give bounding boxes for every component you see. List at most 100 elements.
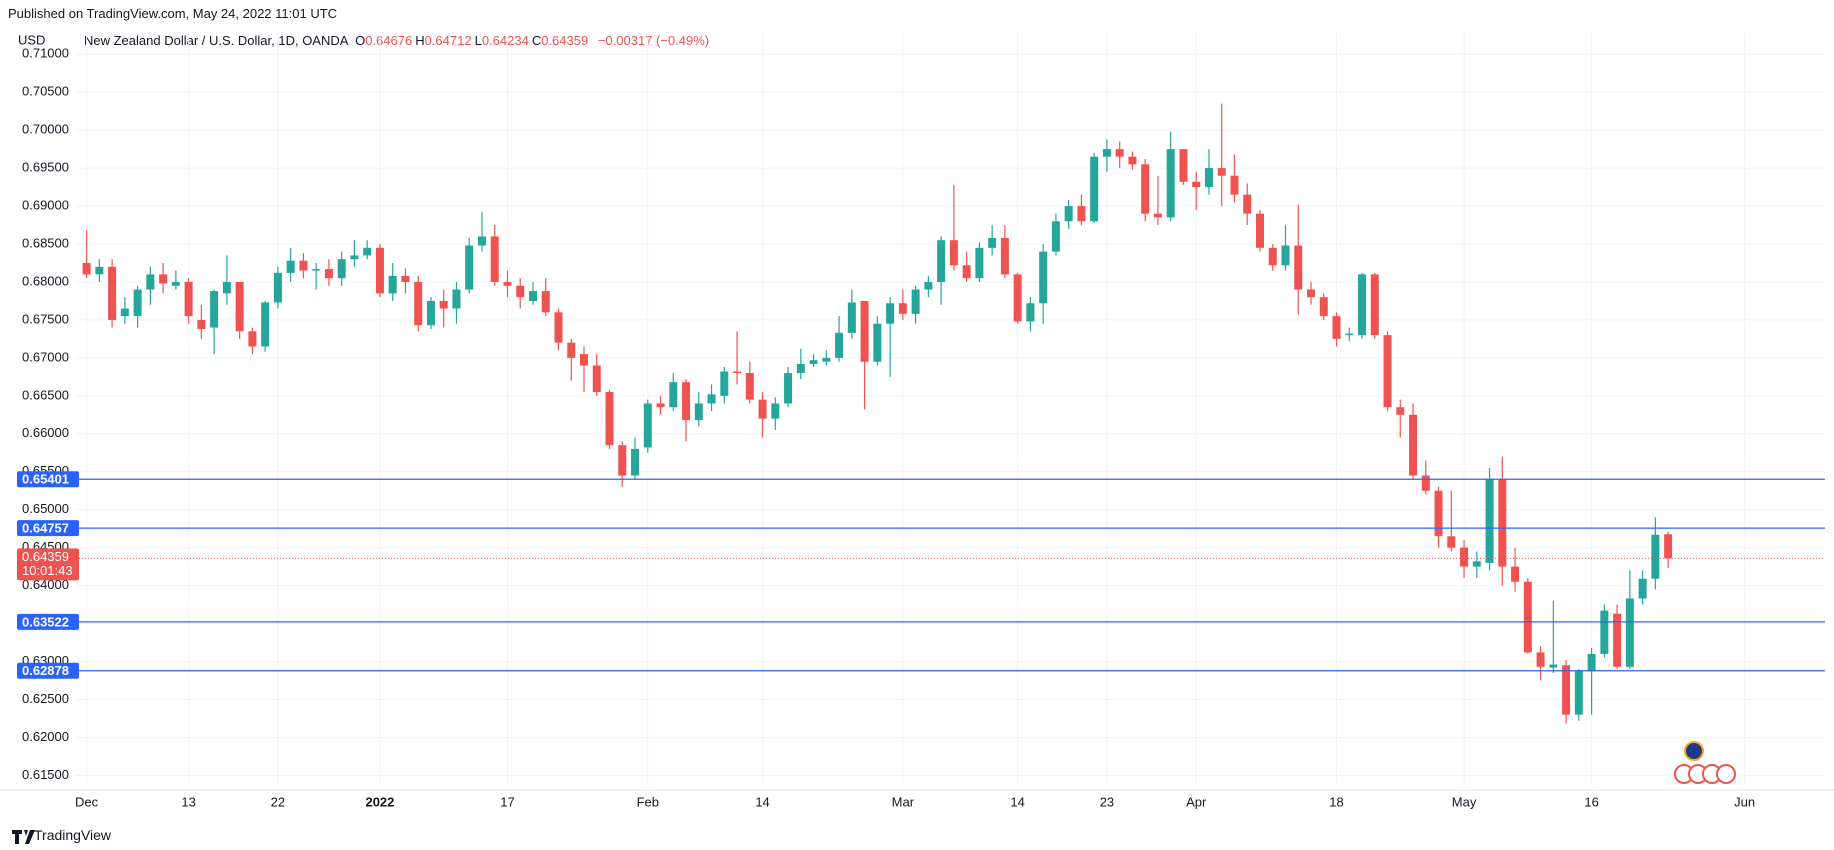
candle-body xyxy=(1485,479,1494,563)
candle-body xyxy=(477,236,486,246)
candle-body xyxy=(1511,566,1520,582)
candle-body xyxy=(414,281,423,326)
y-tick-label: 0.64000 xyxy=(22,577,69,592)
y-tick-label: 0.65000 xyxy=(22,501,69,516)
y-tick-label: 0.70000 xyxy=(22,122,69,137)
candle-body xyxy=(1153,213,1162,218)
candle-body xyxy=(1460,547,1469,567)
ohlc-value: 0.64676 xyxy=(365,33,413,48)
symbol: New Zealand Dollar / U.S. Dollar, 1D, OA… xyxy=(84,33,349,48)
candle-body xyxy=(197,319,206,330)
candle-body xyxy=(171,281,180,286)
x-tick-label: Dec xyxy=(75,794,99,809)
candle-body xyxy=(1536,652,1545,667)
candle-body xyxy=(758,399,767,419)
y-tick-label: 0.66500 xyxy=(22,387,69,402)
ohlc-value: 0.64234 xyxy=(481,33,529,48)
candle-body xyxy=(1447,536,1456,548)
candle-body xyxy=(618,445,627,476)
footer-brand: TradingView xyxy=(34,827,112,843)
candle-body xyxy=(1396,407,1405,415)
candle-body xyxy=(248,331,257,347)
ohlc-value: 0.64712 xyxy=(424,33,472,48)
level-label: 0.65401 xyxy=(22,472,69,487)
candle-body xyxy=(1600,610,1609,654)
candle-body xyxy=(682,382,691,421)
x-tick-label: 14 xyxy=(1010,794,1024,809)
candle-body xyxy=(1587,653,1596,671)
candle-body xyxy=(707,394,716,404)
y-tick-label: 0.71000 xyxy=(22,46,69,61)
candle-body xyxy=(898,303,907,314)
candle-body xyxy=(1332,316,1341,339)
candle-body xyxy=(299,260,308,271)
candle-body xyxy=(1562,665,1571,715)
logo xyxy=(12,830,35,844)
candle-body xyxy=(1549,664,1558,668)
candle-body xyxy=(1574,670,1583,715)
candle-body xyxy=(1115,149,1124,157)
candle-body xyxy=(937,240,946,282)
x-tick-label: 2022 xyxy=(365,794,394,809)
candle-body xyxy=(1625,598,1634,667)
candle-body xyxy=(1243,194,1252,214)
candle-body xyxy=(273,272,282,303)
candle-body xyxy=(694,403,703,421)
change: −0.00317 (−0.49%) xyxy=(597,33,710,48)
footer: TradingView xyxy=(0,822,1834,850)
x-tick-label: Feb xyxy=(637,794,659,809)
x-tick-label: Apr xyxy=(1186,794,1207,809)
last-price-label: 0.64359 xyxy=(22,549,69,564)
event-icon xyxy=(1716,764,1736,784)
candle-body xyxy=(988,237,997,248)
candle-body xyxy=(1498,479,1507,567)
candle-body xyxy=(210,291,219,328)
level-label: 0.63522 xyxy=(22,614,69,629)
candle-body xyxy=(375,247,384,294)
y-tick-label: 0.69000 xyxy=(22,198,69,213)
candle-body xyxy=(1651,534,1660,579)
candle-body xyxy=(235,281,244,332)
currency: USD xyxy=(18,32,45,47)
countdown: 10:01:43 xyxy=(22,563,73,578)
candle-body xyxy=(949,240,958,266)
candle-body xyxy=(643,403,652,448)
candle-body xyxy=(822,357,831,362)
level-tag xyxy=(17,520,79,537)
candle-body xyxy=(1000,237,1009,275)
symbol-legend: New Zealand Dollar / U.S. Dollar, 1D, OA… xyxy=(84,33,712,48)
candle-body xyxy=(1294,245,1303,290)
candle-body xyxy=(439,300,448,309)
level-label: 0.64757 xyxy=(22,521,69,536)
candle-body xyxy=(1358,274,1367,336)
candle-body xyxy=(541,291,550,313)
candle-body xyxy=(452,289,461,309)
plot xyxy=(76,33,1825,786)
candle-body xyxy=(567,342,576,358)
candle-body xyxy=(108,266,117,320)
candle-body xyxy=(1268,247,1277,266)
candle-body xyxy=(1204,168,1213,188)
y-tick-label: 0.67500 xyxy=(22,311,69,326)
candle-body xyxy=(1638,578,1647,599)
candle-body xyxy=(860,300,869,362)
candle-body xyxy=(1051,221,1060,252)
candle-body xyxy=(796,363,805,374)
level-tag xyxy=(17,613,79,630)
candle-body xyxy=(1128,156,1137,165)
candle-body xyxy=(388,275,397,294)
y-tick-label: 0.68000 xyxy=(22,273,69,288)
published-note: Published on TradingView.com, May 24, 20… xyxy=(8,6,338,21)
x-tick-label: 14 xyxy=(755,794,769,809)
candle-body xyxy=(592,365,601,393)
candle-body xyxy=(363,247,372,256)
candle-body xyxy=(490,236,499,282)
candle-body xyxy=(835,332,844,358)
candle-body xyxy=(1319,297,1328,317)
candle-body xyxy=(1409,414,1418,476)
ohlc-key: O xyxy=(355,33,366,48)
level-tag xyxy=(17,471,79,488)
x-tick-label: 17 xyxy=(500,794,514,809)
level-tag xyxy=(17,662,79,679)
candle-body xyxy=(337,259,346,279)
